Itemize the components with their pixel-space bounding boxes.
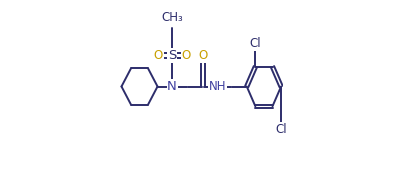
Text: NH: NH bbox=[209, 80, 226, 93]
Text: O: O bbox=[199, 49, 208, 62]
Text: N: N bbox=[167, 80, 177, 93]
Text: O: O bbox=[181, 49, 190, 62]
Text: Cl: Cl bbox=[249, 37, 261, 50]
Text: S: S bbox=[168, 49, 176, 62]
Text: Cl: Cl bbox=[275, 123, 287, 136]
Text: CH₃: CH₃ bbox=[161, 11, 183, 24]
Text: O: O bbox=[154, 49, 163, 62]
